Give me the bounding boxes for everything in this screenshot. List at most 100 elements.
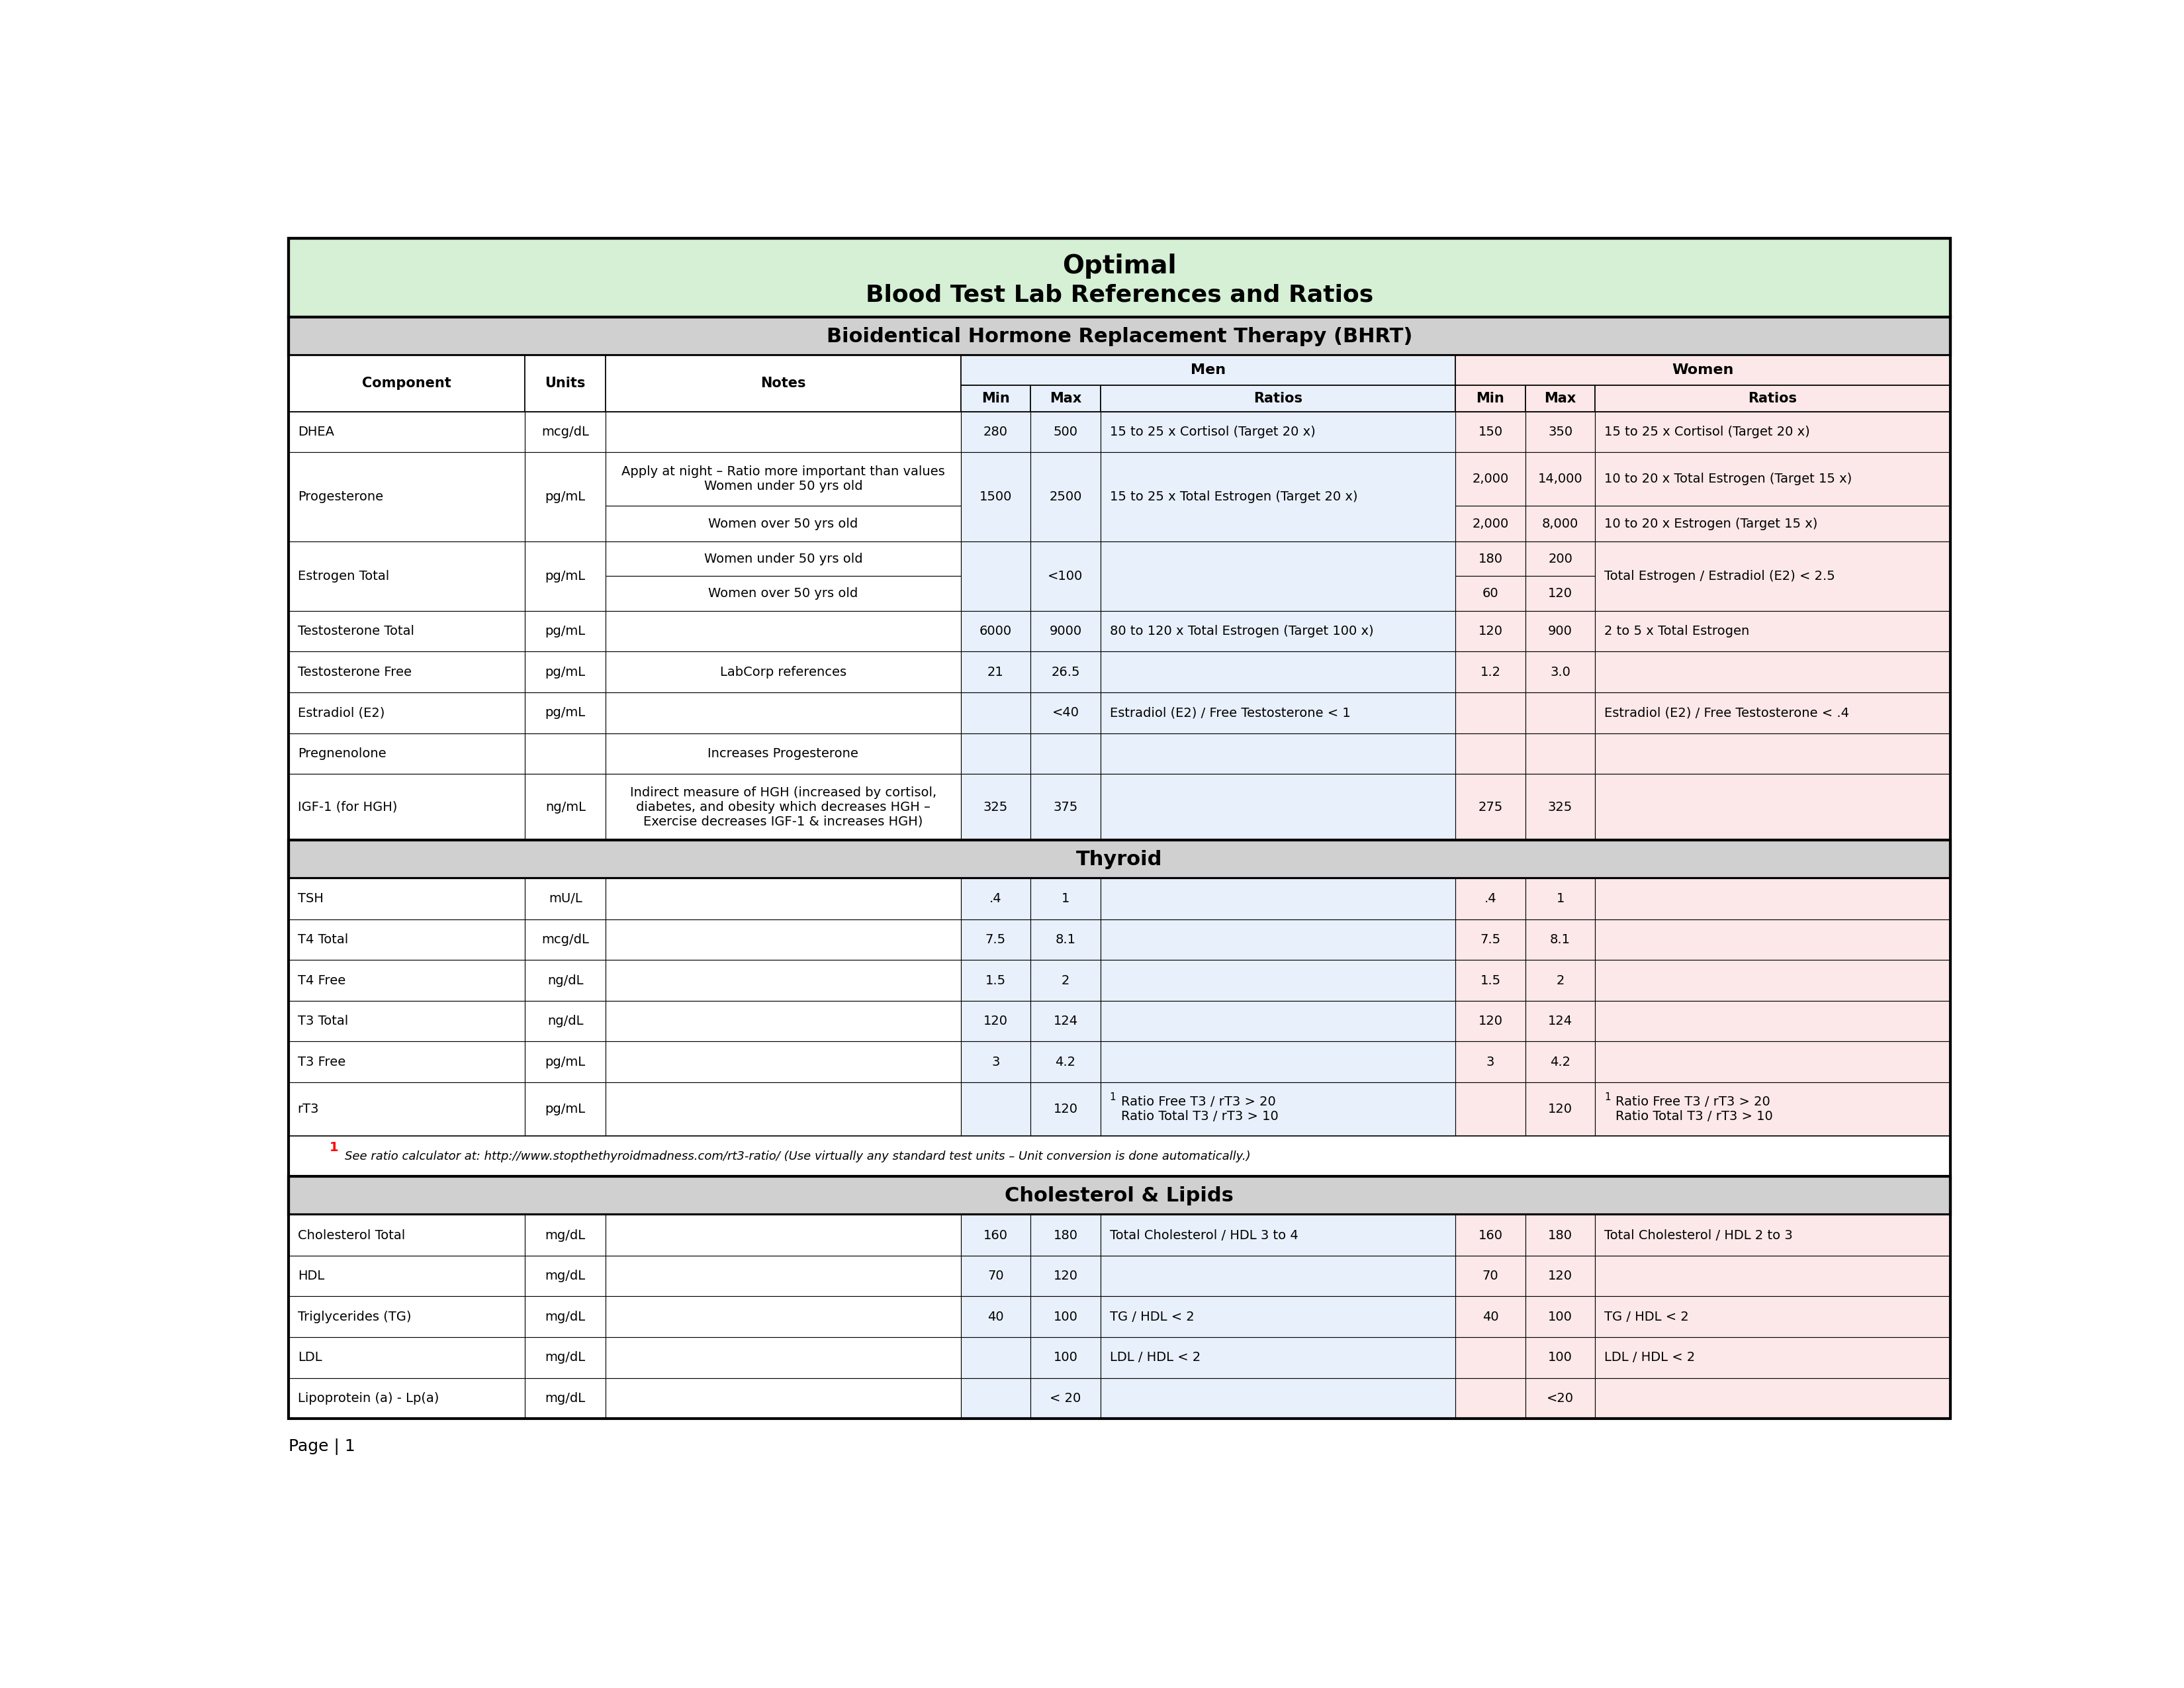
Text: 160: 160 xyxy=(983,1229,1007,1241)
Bar xyxy=(1101,412,1455,452)
Bar xyxy=(1101,1001,1455,1041)
Bar xyxy=(1455,1001,1524,1041)
Text: mg/dL: mg/dL xyxy=(546,1310,585,1323)
Bar xyxy=(288,1136,1950,1177)
Text: T3 Total: T3 Total xyxy=(297,1014,347,1028)
Bar xyxy=(1031,733,1101,773)
Bar xyxy=(1101,878,1455,920)
Text: Ratio Free T3 / rT3 > 20
Ratio Total T3 / rT3 > 10: Ratio Free T3 / rT3 > 20 Ratio Total T3 … xyxy=(1616,1096,1773,1123)
Bar xyxy=(1455,1337,1524,1377)
Text: 180: 180 xyxy=(1479,552,1503,565)
Bar xyxy=(1455,385,1524,412)
Text: Blood Test Lab References and Ratios: Blood Test Lab References and Ratios xyxy=(865,284,1374,307)
Text: 100: 100 xyxy=(1053,1352,1077,1364)
Text: 500: 500 xyxy=(1053,425,1077,439)
Text: 275: 275 xyxy=(1479,800,1503,814)
Bar xyxy=(605,1215,961,1256)
Text: 40: 40 xyxy=(1483,1310,1498,1323)
Bar xyxy=(1101,692,1455,733)
Bar xyxy=(1594,960,1950,1001)
Bar xyxy=(1524,1256,1594,1296)
Bar xyxy=(961,960,1031,1001)
Text: 120: 120 xyxy=(1479,1014,1503,1028)
Bar xyxy=(288,878,524,920)
Bar xyxy=(524,611,605,652)
Bar xyxy=(1455,356,1950,385)
Text: ng/dL: ng/dL xyxy=(548,974,583,987)
Text: 21: 21 xyxy=(987,665,1005,679)
Bar xyxy=(961,692,1031,733)
Text: 2500: 2500 xyxy=(1048,491,1081,503)
Text: 60: 60 xyxy=(1483,587,1498,599)
Text: 4.2: 4.2 xyxy=(1551,1055,1570,1069)
Bar xyxy=(1455,452,1524,506)
Text: T4 Free: T4 Free xyxy=(297,974,345,987)
Bar xyxy=(1031,1041,1101,1082)
Text: LDL / HDL < 2: LDL / HDL < 2 xyxy=(1605,1352,1695,1364)
Bar xyxy=(1524,692,1594,733)
Text: Apply at night – Ratio more important than values
Women under 50 yrs old: Apply at night – Ratio more important th… xyxy=(622,466,946,493)
Bar xyxy=(524,452,605,542)
Text: 8.1: 8.1 xyxy=(1551,933,1570,945)
Bar xyxy=(605,773,961,841)
Bar xyxy=(1524,506,1594,542)
Text: 40: 40 xyxy=(987,1310,1005,1323)
Text: Testosterone Total: Testosterone Total xyxy=(297,625,415,638)
Bar xyxy=(1031,385,1101,412)
Bar xyxy=(1524,960,1594,1001)
Bar xyxy=(1101,1041,1455,1082)
Text: mg/dL: mg/dL xyxy=(546,1352,585,1364)
Text: Ratio Free T3 / rT3 > 20
Ratio Total T3 / rT3 > 10: Ratio Free T3 / rT3 > 20 Ratio Total T3 … xyxy=(1120,1096,1278,1123)
Bar xyxy=(961,356,1455,385)
Text: Ratios: Ratios xyxy=(1254,392,1302,405)
Bar xyxy=(1455,1041,1524,1082)
Text: Estradiol (E2) / Free Testosterone < 1: Estradiol (E2) / Free Testosterone < 1 xyxy=(1109,707,1350,719)
Text: <100: <100 xyxy=(1048,571,1083,582)
Text: T4 Total: T4 Total xyxy=(297,933,347,945)
Bar xyxy=(288,960,524,1001)
Text: pg/mL: pg/mL xyxy=(546,491,585,503)
Text: pg/mL: pg/mL xyxy=(546,1055,585,1069)
Text: 100: 100 xyxy=(1548,1352,1572,1364)
Bar xyxy=(524,960,605,1001)
Text: Women over 50 yrs old: Women over 50 yrs old xyxy=(708,518,858,530)
Text: TG / HDL < 2: TG / HDL < 2 xyxy=(1605,1310,1688,1323)
Text: Estrogen Total: Estrogen Total xyxy=(297,571,389,582)
Text: Min: Min xyxy=(981,392,1009,405)
Text: 325: 325 xyxy=(1548,800,1572,814)
Text: 9000: 9000 xyxy=(1048,625,1081,638)
Bar xyxy=(961,542,1031,611)
Bar xyxy=(1594,1337,1950,1377)
Bar xyxy=(605,1082,961,1136)
Text: Cholesterol & Lipids: Cholesterol & Lipids xyxy=(1005,1187,1234,1205)
Bar xyxy=(1524,773,1594,841)
Bar xyxy=(1101,733,1455,773)
Bar xyxy=(524,692,605,733)
Text: 70: 70 xyxy=(987,1269,1005,1283)
Text: 4.2: 4.2 xyxy=(1055,1055,1077,1069)
Bar xyxy=(605,652,961,692)
Text: 120: 120 xyxy=(1479,625,1503,638)
Bar xyxy=(1455,611,1524,652)
Text: Women over 50 yrs old: Women over 50 yrs old xyxy=(708,587,858,599)
Text: 15 to 25 x Cortisol (Target 20 x): 15 to 25 x Cortisol (Target 20 x) xyxy=(1109,425,1315,439)
Bar xyxy=(1101,652,1455,692)
Text: 1.5: 1.5 xyxy=(985,974,1007,987)
Text: 10 to 20 x Estrogen (Target 15 x): 10 to 20 x Estrogen (Target 15 x) xyxy=(1605,518,1817,530)
Bar xyxy=(1455,1296,1524,1337)
Text: 124: 124 xyxy=(1548,1014,1572,1028)
Text: 2 to 5 x Total Estrogen: 2 to 5 x Total Estrogen xyxy=(1605,625,1749,638)
Bar xyxy=(1594,1041,1950,1082)
Bar xyxy=(1594,506,1950,542)
Text: Pregnenolone: Pregnenolone xyxy=(297,748,387,760)
Text: Max: Max xyxy=(1544,392,1577,405)
Text: Estradiol (E2) / Free Testosterone < .4: Estradiol (E2) / Free Testosterone < .4 xyxy=(1605,707,1850,719)
Bar xyxy=(1594,733,1950,773)
Text: 350: 350 xyxy=(1548,425,1572,439)
Bar xyxy=(524,733,605,773)
Text: 1: 1 xyxy=(1557,893,1564,905)
Bar xyxy=(1594,1215,1950,1256)
Bar xyxy=(961,773,1031,841)
Text: 375: 375 xyxy=(1053,800,1079,814)
Text: Testosterone Free: Testosterone Free xyxy=(297,665,411,679)
